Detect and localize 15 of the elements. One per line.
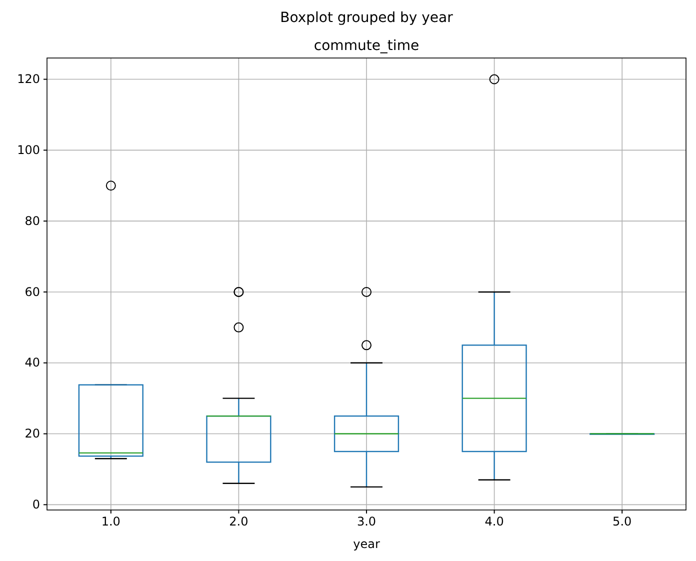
y-tick-label: 120 bbox=[17, 72, 40, 86]
x-tick-label: 1.0 bbox=[101, 514, 120, 529]
x-tick-label: 4.0 bbox=[484, 514, 504, 529]
x-tick-label: 5.0 bbox=[612, 514, 632, 529]
chart-title: Boxplot grouped by year bbox=[280, 10, 454, 26]
y-tick-label: 0 bbox=[32, 498, 40, 512]
x-axis-title: year bbox=[353, 537, 380, 551]
y-tick-label: 40 bbox=[24, 356, 40, 370]
y-tick-label: 20 bbox=[24, 426, 40, 441]
y-tick-label: 80 bbox=[24, 214, 40, 228]
y-tick-label: 100 bbox=[17, 143, 40, 158]
y-tick-label: 60 bbox=[24, 284, 40, 299]
chart-subtitle: commute_time bbox=[314, 38, 420, 54]
x-tick-label: 3.0 bbox=[356, 514, 376, 529]
x-tick-label: 2.0 bbox=[229, 514, 248, 529]
